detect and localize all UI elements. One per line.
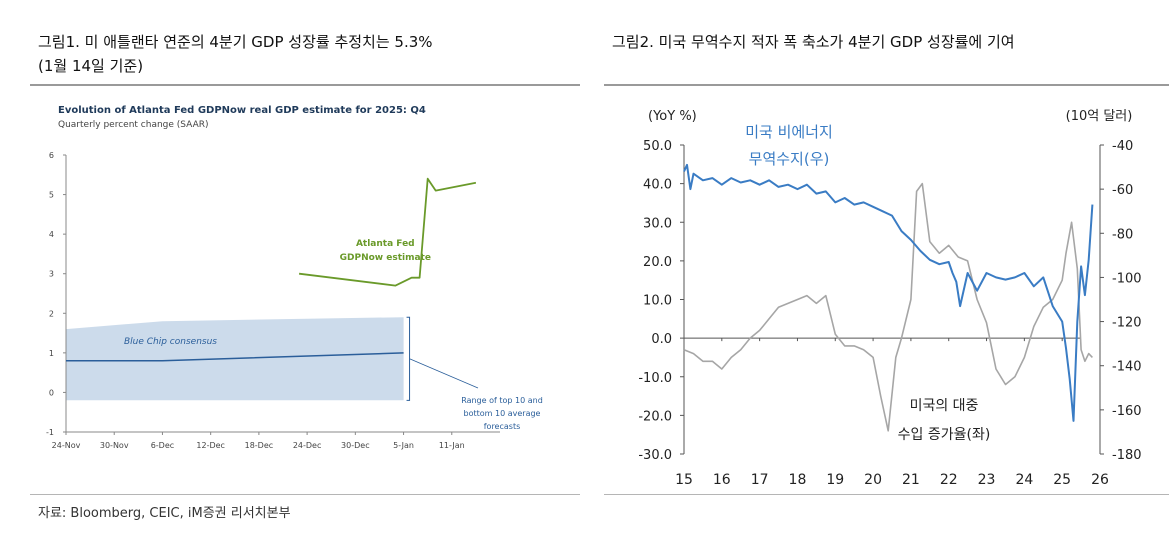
left-tick-label: 50.0 <box>643 139 672 154</box>
right-tick-label: -40 <box>1112 139 1133 154</box>
left-tick-label: 10.0 <box>643 294 672 309</box>
x-tick-label: 18-Dec <box>245 441 274 450</box>
x-tick-label: 18 <box>789 472 807 488</box>
x-tick-label: 19 <box>826 472 844 488</box>
china-import-growth-line <box>683 182 1093 432</box>
gdpnow-label-line1: Atlanta Fed <box>356 239 415 249</box>
x-tick-label: 25 <box>1053 472 1071 488</box>
x-tick-label: 22 <box>940 472 958 488</box>
figure2-top-rule <box>604 84 1169 86</box>
range-annotation-line3: forecasts <box>484 422 521 431</box>
right-tick-label: -100 <box>1112 271 1142 286</box>
x-tick-label: 11-Jan <box>439 441 465 450</box>
right-axis-unit: (10억 달러) <box>1066 109 1133 124</box>
y-tick-label: 2 <box>49 309 54 318</box>
x-tick-label: 20 <box>864 472 882 488</box>
gdpnow-chart: Evolution of Atlanta Fed GDPNow real GDP… <box>46 105 543 450</box>
chart1-series-labels: Atlanta Fed GDPNow estimate Blue Chip co… <box>124 239 543 431</box>
figure1-caption-line1: 그림1. 미 애틀랜타 연준의 4분기 GDP 성장률 추정치는 5.3% <box>38 33 433 51</box>
trade-balance-chart: (YoY %) (10억 달러) 50.0 40.0 30.0 20.0 10.0 0.0… <box>638 109 1141 488</box>
left-tick-label: 0.0 <box>651 332 672 347</box>
left-tick-label: -20.0 <box>638 409 672 424</box>
x-tick-label: 5-Jan <box>393 441 414 450</box>
right-tick-label: -60 <box>1112 183 1133 198</box>
left-tick-label: -10.0 <box>638 371 672 386</box>
chart1-subtitle: Quarterly percent change (SAAR) <box>58 120 209 130</box>
x-tick-label: 16 <box>713 472 731 488</box>
gdpnow-label-line2: GDPNow estimate <box>340 253 431 263</box>
x-tick-label: 21 <box>902 472 920 488</box>
y-tick-label: 4 <box>49 230 54 239</box>
range-annotation-line1: Range of top 10 and <box>461 396 543 405</box>
right-tick-label: -140 <box>1112 360 1142 375</box>
right-tick-label: -120 <box>1112 316 1142 331</box>
figure2-bottom-rule <box>604 494 1169 495</box>
x-tick-label: 24 <box>1015 472 1033 488</box>
range-bracket <box>406 316 411 401</box>
non-energy-trade-balance-line <box>683 163 1094 422</box>
china-import-label-line1: 미국의 대중 <box>910 398 979 414</box>
x-tick-label: 24-Nov <box>52 441 81 450</box>
x-tick-label: 26 <box>1091 472 1109 488</box>
left-tick-label: 20.0 <box>643 255 672 270</box>
y-tick-label: 1 <box>49 349 54 358</box>
china-import-label-line2: 수입 증가율(좌) <box>898 427 991 443</box>
source-note: 자료: Bloomberg, CEIC, iM증권 리서치본부 <box>38 506 291 521</box>
chart1-axes: 6 5 4 3 2 1 0 -1 24-Nov 30-Nov 6-Dec 12-Dec 18-Dec 24… <box>46 151 500 450</box>
figure2-caption: 그림2. 미국 무역수지 적자 폭 축소가 4분기 GDP 성장률에 기여 <box>612 33 1015 51</box>
figure1-top-rule <box>30 84 580 86</box>
x-tick-label: 6-Dec <box>151 441 174 450</box>
chart1-series <box>66 177 477 362</box>
forecast-range-band <box>66 316 479 401</box>
chart1-title: Evolution of Atlanta Fed GDPNow real GDP… <box>58 105 426 116</box>
right-tick-label: -180 <box>1112 448 1142 463</box>
left-tick-label: 30.0 <box>643 216 672 231</box>
y-tick-label: 6 <box>49 151 54 160</box>
bluechip-label: Blue Chip consensus <box>124 337 217 347</box>
trade-balance-label-line2: 무역수지(우) <box>749 150 830 168</box>
x-tick-label: 24-Dec <box>293 441 322 450</box>
left-axis-unit: (YoY %) <box>648 109 697 124</box>
x-tick-label: 12-Dec <box>196 441 225 450</box>
x-tick-label: 17 <box>751 472 769 488</box>
figure1-caption: 그림1. 미 애틀랜타 연준의 4분기 GDP 성장률 추정치는 5.3% (1… <box>38 30 583 78</box>
y-tick-label: 5 <box>49 191 54 200</box>
range-annotation-line2: bottom 10 average <box>464 409 541 418</box>
range-annotation-leader <box>409 358 479 389</box>
x-tick-label: 30-Dec <box>341 441 370 450</box>
figure1-bottom-rule <box>30 494 580 495</box>
x-tick-label: 15 <box>675 472 693 488</box>
gdpnow-line <box>298 177 477 287</box>
figure1-caption-line2: (1월 14일 기준) <box>38 57 144 75</box>
chart2-axes: 50.0 40.0 30.0 20.0 10.0 0.0 -10.0 -20.0 -30.0 -4… <box>638 139 1141 488</box>
bluechip-consensus-line <box>66 352 404 362</box>
y-tick-label: -1 <box>46 428 54 437</box>
y-tick-label: 0 <box>49 388 54 397</box>
chart2-series <box>683 163 1094 432</box>
right-tick-label: -160 <box>1112 404 1142 419</box>
left-tick-label: -30.0 <box>638 448 672 463</box>
x-tick-label: 30-Nov <box>100 441 129 450</box>
right-tick-label: -80 <box>1112 227 1133 242</box>
x-tick-label: 23 <box>978 472 996 488</box>
y-tick-label: 3 <box>49 270 54 279</box>
trade-balance-label-line1: 미국 비에너지 <box>745 123 833 141</box>
left-tick-label: 40.0 <box>643 178 672 193</box>
